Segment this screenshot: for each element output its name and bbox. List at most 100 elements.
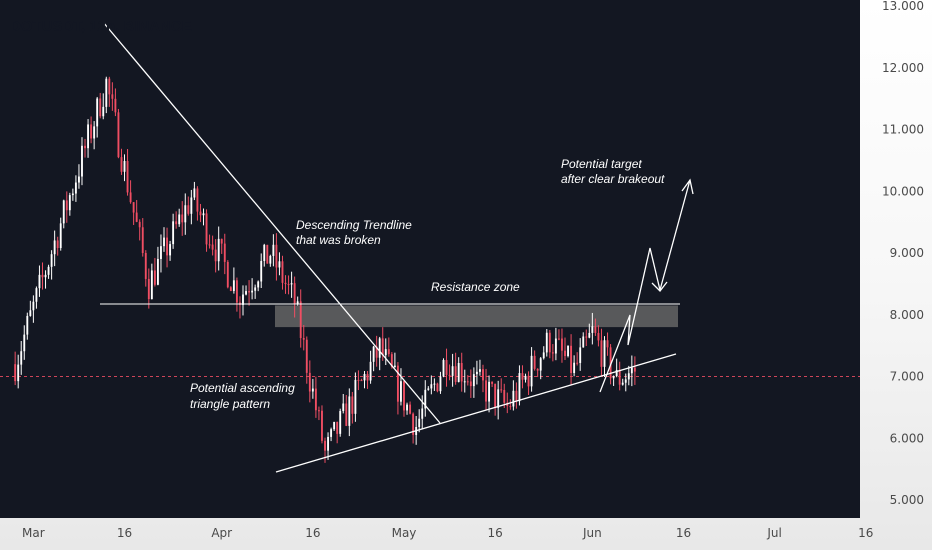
candle-body bbox=[254, 287, 257, 291]
candle-body bbox=[366, 374, 369, 381]
candle-body bbox=[606, 340, 609, 348]
candle-body bbox=[108, 78, 111, 95]
candle-body bbox=[536, 368, 539, 371]
candle-body bbox=[147, 278, 150, 300]
candle-body bbox=[163, 237, 165, 247]
candle-body bbox=[311, 388, 314, 392]
candle-body bbox=[90, 124, 93, 139]
candle-body bbox=[497, 389, 500, 408]
price-tick-label: 8.000 bbox=[890, 308, 924, 322]
candle-body bbox=[56, 240, 59, 249]
candle-body bbox=[62, 200, 65, 224]
ascending-triangle-note-line2: triangle pattern bbox=[190, 397, 270, 411]
candle-body bbox=[475, 371, 478, 375]
candle-body bbox=[65, 200, 68, 211]
candle-body bbox=[588, 332, 591, 338]
time-tick-label: 16 bbox=[117, 526, 132, 540]
candle-body bbox=[357, 379, 360, 381]
candle-body bbox=[290, 283, 293, 285]
candle-body bbox=[585, 336, 588, 338]
candle-body bbox=[150, 270, 153, 300]
candle-body bbox=[169, 244, 172, 256]
candle-body bbox=[199, 211, 202, 216]
candle-body bbox=[551, 352, 554, 354]
candle-body bbox=[260, 260, 263, 282]
candle-body bbox=[348, 396, 351, 426]
candle-body bbox=[409, 404, 412, 414]
candle-body bbox=[384, 349, 387, 356]
candle-body bbox=[557, 338, 560, 340]
price-tick-label: 11.000 bbox=[882, 123, 924, 137]
candle-body bbox=[172, 221, 175, 245]
candle-body bbox=[439, 376, 442, 392]
candle-body bbox=[14, 364, 17, 382]
candle-body bbox=[120, 157, 123, 172]
candle-body bbox=[621, 382, 624, 385]
price-axis[interactable]: 13.000 12.000 11.000 10.000 9.000 8.000 7.000 6… bbox=[882, 0, 924, 507]
candle-body bbox=[451, 366, 454, 376]
candle-body bbox=[47, 266, 50, 275]
candle-body bbox=[129, 192, 132, 203]
candle-body bbox=[627, 373, 630, 380]
candle-body bbox=[618, 370, 621, 385]
candle-body bbox=[96, 98, 99, 127]
candle-body bbox=[175, 221, 178, 225]
candle-body bbox=[396, 365, 399, 402]
candle-body bbox=[217, 238, 220, 262]
candle-body bbox=[554, 338, 557, 354]
candle-body bbox=[403, 381, 405, 411]
candle-body bbox=[436, 383, 439, 392]
candle-body bbox=[500, 389, 503, 391]
candle-body bbox=[266, 244, 269, 264]
time-axis[interactable]: Mar 16 Apr 16 May 16 Jun 16 Jul 16 bbox=[22, 526, 873, 540]
candle-body bbox=[248, 291, 251, 293]
price-tick-label: 12.000 bbox=[882, 61, 924, 75]
candle-body bbox=[141, 227, 144, 253]
time-tick-label: Jun bbox=[582, 526, 602, 540]
candle-body bbox=[339, 411, 342, 434]
chart-title: DOTUSDT, 12h, BINANCE bbox=[10, 18, 192, 35]
candle-body bbox=[99, 98, 102, 117]
candle-body bbox=[235, 280, 238, 303]
candle-body bbox=[342, 403, 345, 412]
time-tick-label: 16 bbox=[858, 526, 873, 540]
plot-area[interactable] bbox=[0, 0, 860, 518]
candle-body bbox=[573, 362, 576, 373]
candle-body bbox=[336, 421, 339, 434]
candle-body bbox=[205, 213, 208, 245]
candle-body bbox=[284, 282, 287, 285]
candle-body bbox=[74, 182, 77, 194]
candle-body bbox=[354, 379, 357, 414]
candle-body bbox=[153, 270, 156, 285]
candle-body bbox=[211, 244, 214, 250]
candle-body bbox=[533, 355, 536, 369]
candle-body bbox=[278, 261, 281, 268]
candle-body bbox=[41, 274, 44, 278]
candle-body bbox=[594, 326, 597, 333]
candle-body bbox=[345, 403, 348, 426]
candle-body bbox=[561, 338, 563, 351]
time-tick-label: May bbox=[392, 526, 417, 540]
candle-body bbox=[421, 408, 424, 419]
candle-body bbox=[485, 380, 487, 402]
candle-body bbox=[272, 244, 275, 256]
candle-body bbox=[482, 369, 484, 381]
candle-body bbox=[472, 374, 475, 387]
candle-body bbox=[324, 440, 326, 451]
candle-body bbox=[117, 112, 120, 158]
candle-body bbox=[93, 126, 96, 139]
candle-body bbox=[633, 367, 636, 372]
candle-body bbox=[479, 369, 481, 372]
candle-body bbox=[539, 358, 542, 371]
candle-body bbox=[166, 237, 168, 256]
candle-body bbox=[469, 381, 472, 387]
candle-body bbox=[460, 363, 463, 382]
candle-body bbox=[81, 145, 83, 177]
candle-body bbox=[102, 106, 105, 117]
candle-body bbox=[390, 354, 393, 367]
candle-body bbox=[327, 436, 329, 451]
resistance-zone bbox=[275, 305, 678, 328]
candle-body bbox=[138, 221, 141, 228]
candle-body bbox=[597, 332, 600, 341]
